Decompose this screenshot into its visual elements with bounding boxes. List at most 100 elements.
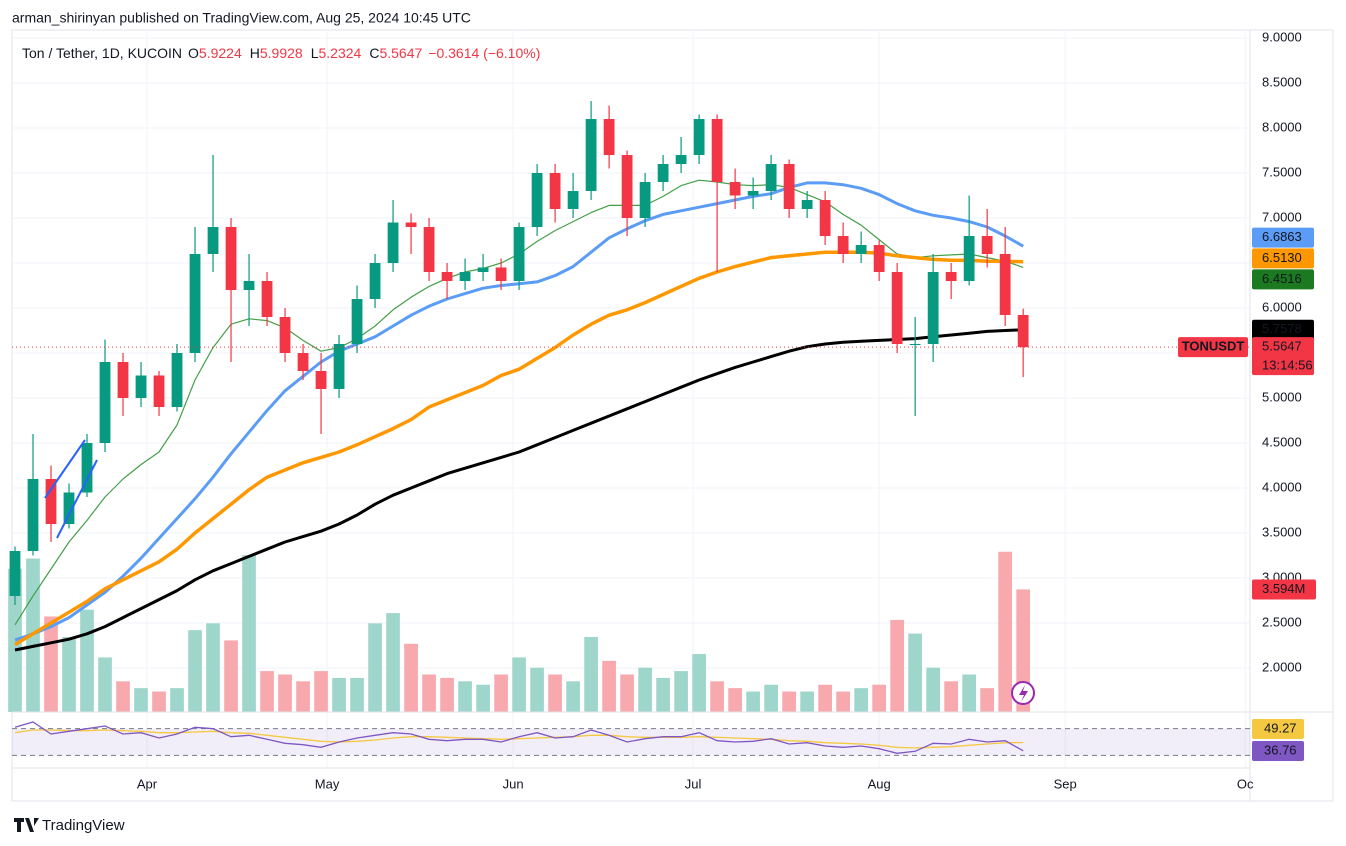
- volume-bar: [458, 681, 472, 712]
- volume-bar: [764, 684, 778, 712]
- volume-bar: [818, 684, 832, 712]
- volume-bar: [80, 609, 94, 712]
- candle-body: [909, 344, 921, 346]
- volume-bar: [170, 688, 184, 712]
- price-label-bg: [1252, 269, 1314, 290]
- y-tick-label: 4.5000: [1262, 434, 1302, 449]
- volume-bar: [116, 681, 130, 712]
- price-label: 6.4516: [1262, 271, 1302, 286]
- x-tick-label: Sep: [1054, 776, 1077, 791]
- volume-bar: [404, 643, 418, 712]
- candle-body: [351, 299, 363, 345]
- rsi-layer: [12, 721, 1250, 756]
- legend-item: 5.5647: [379, 45, 422, 61]
- legend-item: H: [250, 45, 260, 61]
- candle-body: [621, 155, 633, 219]
- volume-bar: [224, 640, 238, 712]
- volume-bar: [584, 636, 598, 712]
- candle-body: [891, 272, 903, 345]
- candle-body: [837, 236, 849, 255]
- candle-body: [423, 227, 435, 273]
- volume-bar: [8, 568, 22, 712]
- publisher-line: arman_shirinyan published on TradingView…: [12, 10, 471, 26]
- candle-body: [639, 182, 651, 219]
- legend-item: L: [311, 45, 319, 61]
- candle-body: [567, 191, 579, 210]
- volume-bar: [926, 667, 940, 712]
- moving-average: [14, 328, 1024, 652]
- price-label: 6.5130: [1262, 250, 1302, 265]
- candle-body: [117, 362, 129, 398]
- y-tick-label: 7.5000: [1262, 164, 1302, 179]
- y-tick-label: 8.0000: [1262, 119, 1302, 134]
- x-tick-label: Apr: [137, 776, 158, 791]
- brand-logo: [14, 818, 39, 832]
- price-label-bg: [1252, 227, 1314, 248]
- candle-body: [477, 267, 489, 273]
- candle-body: [531, 173, 543, 228]
- candle-body: [405, 222, 417, 228]
- candle-body: [729, 182, 741, 196]
- x-tick-label: Oc: [1237, 776, 1254, 791]
- legend-item: 5.2324: [319, 45, 362, 61]
- volume-bar: [782, 691, 796, 712]
- candle-body: [963, 236, 975, 282]
- candle-body: [693, 119, 705, 156]
- candle-body: [765, 164, 777, 192]
- volume-bar: [494, 674, 508, 712]
- volume-layer: [8, 551, 1031, 712]
- candle-body: [945, 272, 957, 282]
- channel-line: [56, 459, 98, 539]
- volume-bar: [62, 636, 76, 712]
- y-tick-label: 8.5000: [1262, 74, 1302, 89]
- candle-body: [261, 281, 273, 318]
- candle-body: [603, 119, 615, 156]
- x-tick-label: Jul: [685, 776, 702, 791]
- volume-bar: [530, 667, 544, 712]
- legend-item: O: [188, 45, 199, 61]
- candle-body: [711, 119, 723, 183]
- volume-bar: [476, 684, 490, 712]
- volume-label-bg: [1252, 579, 1316, 600]
- candle-body: [927, 272, 939, 345]
- candle-body: [207, 227, 219, 255]
- grid: [12, 30, 1250, 768]
- candle-body: [171, 353, 183, 407]
- volume-bar: [206, 623, 220, 712]
- candle-body: [369, 263, 381, 300]
- x-tick-label: May: [315, 776, 340, 791]
- volume-bar: [314, 671, 328, 712]
- volume-bar: [278, 674, 292, 712]
- volume-label: 3.594M: [1262, 581, 1305, 596]
- volume-bar: [188, 630, 202, 712]
- volume-bar: [836, 691, 850, 712]
- volume-bar: [296, 681, 310, 712]
- volume-bar: [368, 623, 382, 712]
- price-label-bg: [1252, 319, 1314, 340]
- volume-bar: [566, 681, 580, 712]
- y-tick-label: 2.0000: [1262, 659, 1302, 674]
- legend-item: Ton / Tether, 1D, KUCOIN: [22, 45, 182, 61]
- rsi-label-bg: [1252, 741, 1304, 761]
- volume-bar: [602, 660, 616, 712]
- y-tick-label: 9.0000: [1262, 29, 1302, 44]
- y-tick-label: 7.0000: [1262, 209, 1302, 224]
- candle-body: [279, 317, 291, 354]
- candle-body: [585, 119, 597, 192]
- volume-bar: [548, 674, 562, 712]
- volume-bar: [710, 681, 724, 712]
- ticker-bg: [1178, 337, 1248, 358]
- volume-bar: [98, 657, 112, 712]
- axis-layer: 2.00002.50003.00003.50004.00004.50005.00…: [12, 29, 1316, 791]
- volume-bar: [422, 674, 436, 712]
- rsi-label: 49.27: [1264, 720, 1297, 735]
- volume-bar: [512, 657, 526, 712]
- volume-bar: [854, 688, 868, 712]
- rsi-label-bg: [1252, 719, 1304, 739]
- candle-body: [153, 375, 165, 407]
- candle-body: [189, 254, 201, 354]
- legend-item: C: [369, 45, 379, 61]
- moving-average: [14, 250, 1024, 647]
- volume-bar: [944, 681, 958, 712]
